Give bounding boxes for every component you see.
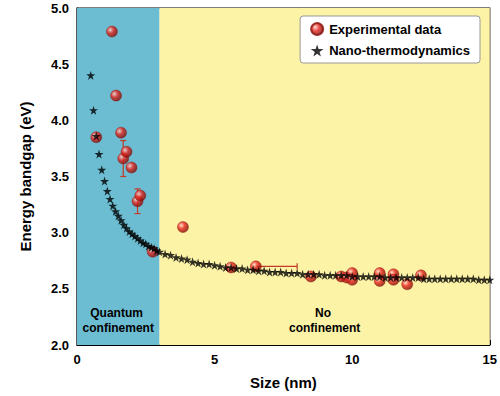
svg-text:confinement: confinement [83, 321, 154, 335]
svg-text:15: 15 [483, 352, 497, 367]
svg-text:Quantum: Quantum [90, 306, 146, 320]
svg-text:0: 0 [73, 352, 80, 367]
svg-text:4.5: 4.5 [51, 57, 69, 72]
svg-text:2.0: 2.0 [51, 338, 69, 353]
svg-text:2.5: 2.5 [51, 281, 69, 296]
svg-text:10: 10 [345, 352, 359, 367]
svg-text:Size (nm): Size (nm) [250, 374, 317, 391]
svg-text:5.0: 5.0 [51, 1, 69, 16]
svg-text:3.0: 3.0 [51, 225, 69, 240]
svg-text:Nano-thermodynamics: Nano-thermodynamics [329, 43, 470, 58]
svg-text:4.0: 4.0 [51, 113, 69, 128]
svg-text:Experimental data: Experimental data [329, 22, 442, 37]
svg-text:Energy bandgap (eV): Energy bandgap (eV) [17, 101, 34, 251]
svg-text:5: 5 [211, 352, 218, 367]
svg-text:confinement: confinement [289, 321, 360, 335]
svg-text:3.5: 3.5 [51, 169, 69, 184]
svg-text:No: No [315, 306, 334, 320]
